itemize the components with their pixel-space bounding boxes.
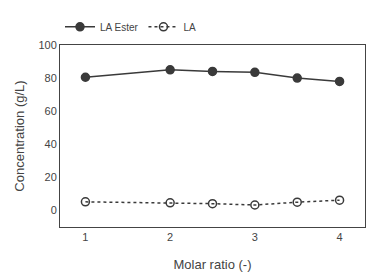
svg-text:60: 60 (45, 105, 57, 117)
svg-text:40: 40 (45, 138, 57, 150)
svg-text:Molar ratio (-): Molar ratio (-) (173, 257, 251, 272)
svg-text:0: 0 (51, 204, 57, 216)
svg-text:1: 1 (82, 231, 88, 243)
svg-text:2: 2 (167, 231, 173, 243)
svg-text:4: 4 (337, 231, 343, 243)
svg-text:20: 20 (45, 171, 57, 183)
svg-text:80: 80 (45, 72, 57, 84)
svg-text:LA Ester: LA Ester (100, 22, 138, 33)
svg-text:100: 100 (38, 39, 56, 51)
svg-text:LA: LA (183, 22, 196, 33)
svg-text:3: 3 (252, 231, 258, 243)
svg-text:Concentration (g/L): Concentration (g/L) (12, 80, 27, 191)
